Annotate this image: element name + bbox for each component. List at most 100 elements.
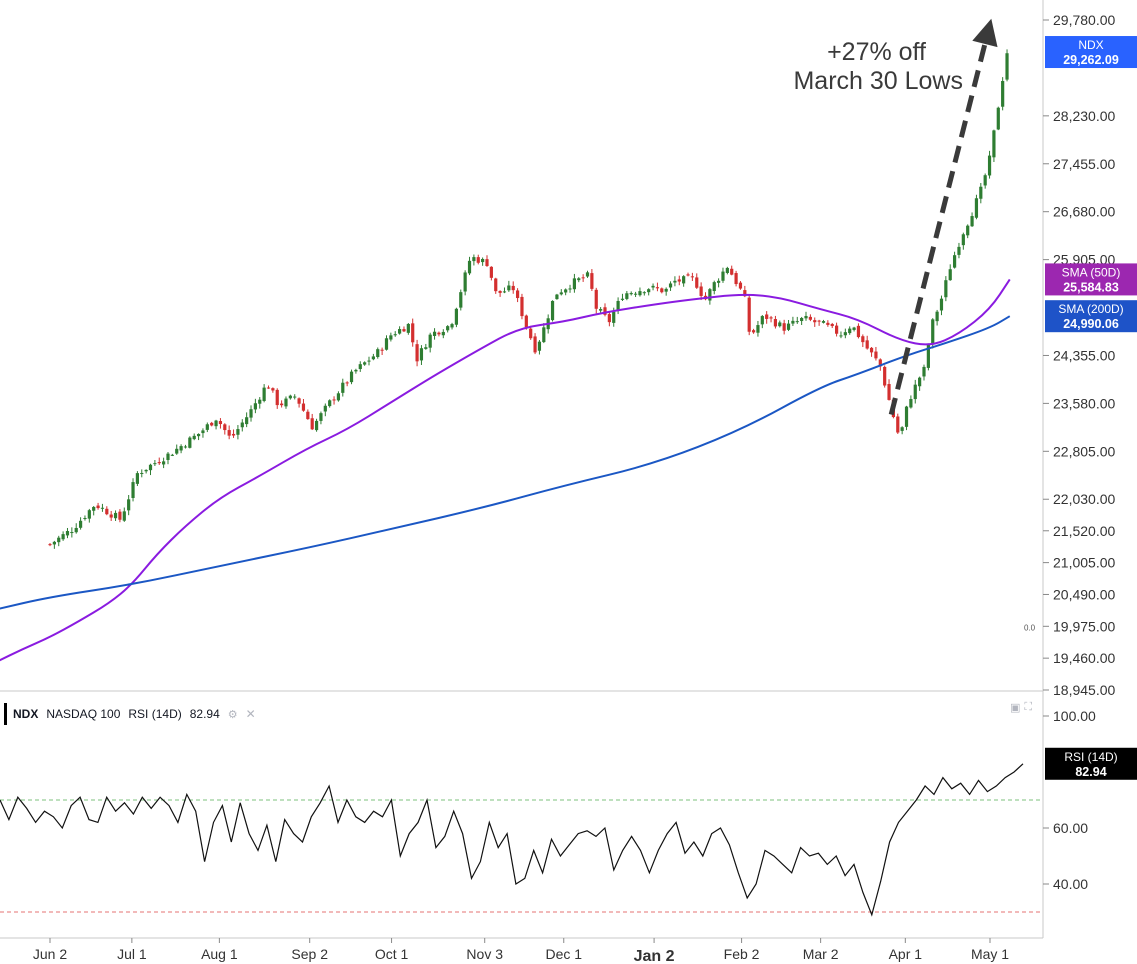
candle-body	[856, 325, 861, 338]
candle-body	[633, 293, 638, 295]
candle-body	[555, 294, 559, 300]
candle-body	[271, 388, 275, 391]
candle-body	[249, 409, 253, 418]
candle-body	[323, 405, 327, 412]
candle-body	[835, 325, 839, 334]
candle-body	[935, 311, 939, 322]
candle-body	[599, 309, 603, 311]
rsi-tag-value: 82.94	[1075, 765, 1106, 779]
rsi-legend[interactable]: NDX NASDAQ 100 RSI (14D) 82.94 ⚙ ✕	[4, 703, 256, 725]
candle-body	[135, 473, 139, 484]
candle-body	[96, 505, 100, 509]
candle-body	[140, 472, 144, 474]
pane-collapse-icon[interactable]: ▣	[1010, 702, 1021, 714]
time-axis: Jun 2 Jul 1 Aug 1 Sep 2 Oct 1 Nov 3 Dec 1 Jan 2…	[33, 938, 1009, 964]
candle-body	[660, 288, 664, 293]
candle-body	[258, 399, 262, 404]
candle-body	[485, 259, 489, 267]
candle-body	[341, 382, 345, 393]
candle-body	[52, 541, 56, 545]
candle-body	[625, 293, 629, 299]
candle-body	[730, 268, 734, 275]
candle-body	[677, 279, 681, 282]
candle-body	[725, 267, 729, 273]
candle-body	[550, 300, 555, 321]
time-tick-label: Apr 1	[889, 946, 923, 962]
candle-body	[913, 384, 917, 400]
candle-body	[162, 461, 166, 465]
candle-body	[948, 269, 952, 281]
candle-body	[122, 511, 126, 521]
candle-body	[577, 278, 581, 281]
pane-maximize-icon[interactable]: ⛶	[1024, 701, 1033, 713]
candle-body	[310, 418, 314, 430]
candle-body	[533, 336, 537, 353]
candle-body	[437, 332, 441, 335]
candle-body	[131, 482, 135, 498]
candle-body	[682, 276, 686, 284]
candle-body	[966, 225, 970, 236]
candle-body	[629, 293, 633, 295]
time-tick-label: Sep 2	[291, 946, 328, 962]
candle-body	[170, 454, 174, 456]
candle-body	[57, 537, 61, 543]
candle-body	[498, 290, 502, 293]
candle-body	[1005, 53, 1009, 80]
candle-body	[428, 334, 432, 348]
candle-body	[909, 399, 913, 408]
candle-body	[253, 403, 257, 410]
candle-body	[319, 413, 323, 421]
candle-body	[668, 283, 673, 288]
candle-body	[118, 511, 122, 520]
candlestick-series	[48, 49, 1009, 549]
candle-body	[782, 323, 786, 331]
candle-body	[900, 427, 904, 431]
candle-body	[861, 336, 865, 343]
candle-body	[511, 285, 515, 291]
rsi-legend-name: NASDAQ 100	[46, 707, 121, 721]
candle-body	[489, 266, 493, 278]
candle-body	[454, 308, 459, 325]
candle-body	[301, 403, 306, 411]
candle-body	[105, 508, 109, 515]
settings-icon[interactable]: ⚙	[227, 708, 238, 721]
candle-body	[214, 420, 218, 427]
candle-body	[70, 532, 74, 534]
price-tick-label: 22,030.00	[1053, 491, 1115, 507]
candle-body	[419, 348, 424, 361]
candle-body	[218, 421, 223, 425]
price-tick-label: 27,455.00	[1053, 156, 1115, 172]
candle-body	[843, 332, 847, 336]
candle-body	[349, 371, 354, 383]
candle-body	[284, 398, 288, 407]
candle-body	[245, 417, 249, 425]
price-tick-label: 29,780.00	[1053, 12, 1115, 28]
candle-body	[848, 328, 852, 334]
candle-body	[620, 298, 625, 300]
candle-body	[345, 382, 349, 384]
candle-body	[288, 395, 292, 399]
rsi-tag-title: RSI (14D)	[1064, 750, 1117, 764]
trend-arrow	[888, 18, 998, 416]
pane-controls: ▣ ⛶	[1010, 701, 1032, 714]
candle-body	[358, 364, 362, 370]
candle-body	[363, 362, 367, 365]
candle-body	[808, 316, 812, 320]
candle-body	[332, 399, 336, 401]
candle-body	[883, 366, 887, 386]
candle-body	[952, 255, 957, 268]
candle-body	[926, 345, 930, 368]
close-icon[interactable]: ✕	[245, 707, 256, 721]
time-tick-label: Oct 1	[375, 946, 409, 962]
candle-body	[686, 274, 690, 276]
candle-body	[201, 430, 205, 434]
candle-body	[974, 198, 979, 218]
candle-body	[529, 328, 533, 339]
price-tag: SMA (200D)24,990.06	[1045, 300, 1137, 333]
candle-body	[887, 384, 891, 400]
candle-body	[708, 289, 712, 301]
rsi-tick-label: 40.00	[1053, 876, 1088, 892]
candle-body	[196, 433, 201, 437]
price-tick-label: 21,005.00	[1053, 555, 1115, 571]
